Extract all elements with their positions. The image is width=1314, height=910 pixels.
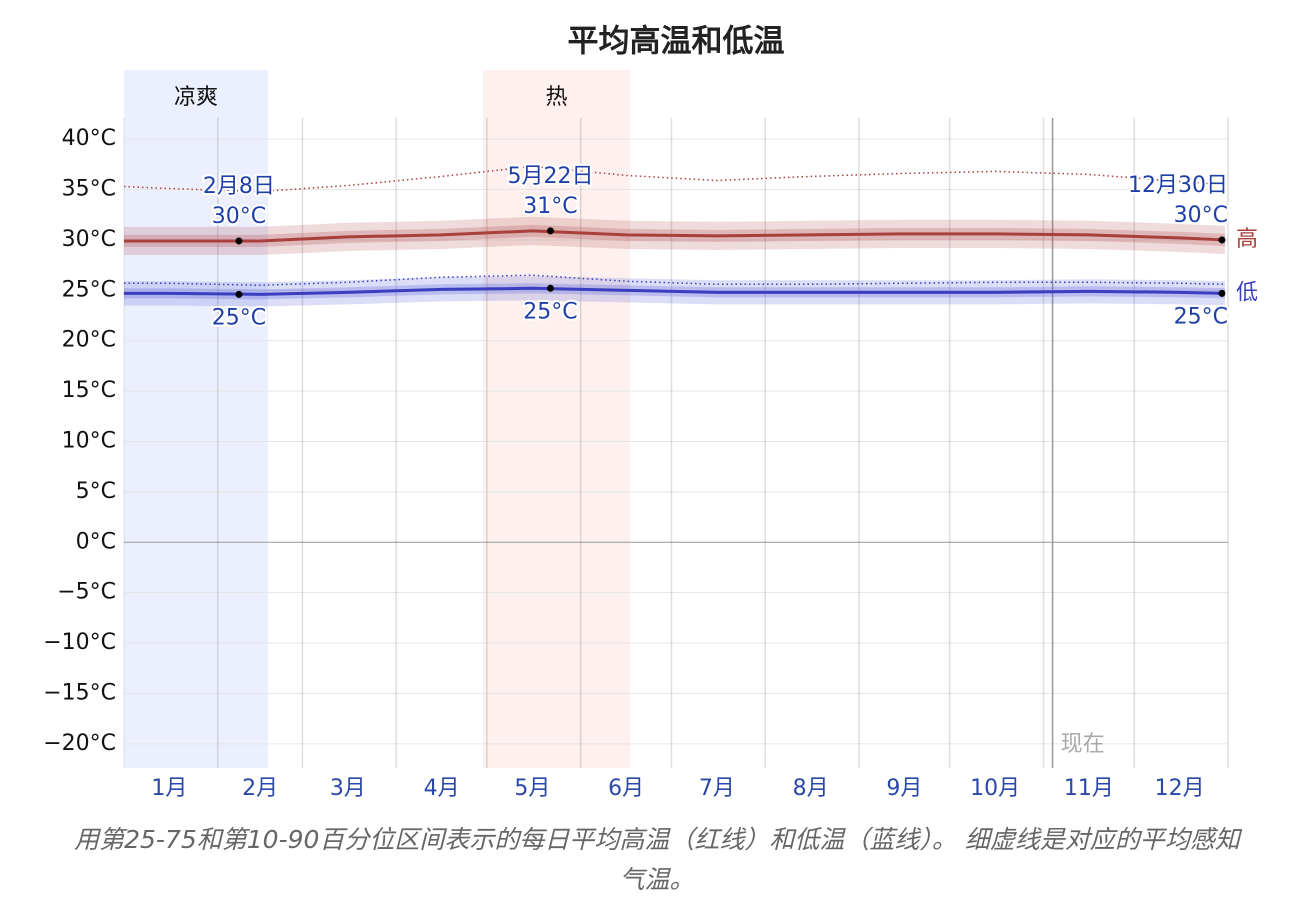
x-tick-label: 3月 [330,776,366,801]
chart-title: 平均高温和低温 [568,24,785,60]
y-tick-label: −10°C [43,630,116,655]
y-tick-label: −15°C [43,680,116,705]
x-tick-label: 9月 [886,776,922,801]
annotation-high: 30°C [212,204,266,229]
x-tick-label: 6月 [608,776,644,801]
annotation-date: 12月30日 [1128,173,1228,198]
x-tick-label: 1月 [151,776,187,801]
annotation-date: 2月8日 [203,174,275,199]
annotation-low: 25°C [523,299,577,324]
annotation-low: 25°C [212,305,266,330]
low-point [235,290,243,298]
x-tick-label: 8月 [793,776,829,801]
series-line [124,229,1226,243]
y-tick-label: 30°C [62,227,116,252]
series-label: 高 [1236,227,1258,252]
low-point [546,284,554,292]
season-label: 凉爽 [174,85,218,110]
now-label: 现在 [1061,732,1105,757]
high-point [1218,236,1226,244]
annotation-low: 25°C [1174,304,1228,329]
x-tick-label: 2月 [242,776,278,801]
feels-like-line [124,274,1225,287]
high-point [546,227,554,235]
y-tick-label: 25°C [62,277,116,302]
y-tick-label: 5°C [76,479,116,504]
y-tick-label: −5°C [57,580,116,605]
y-tick-label: −20°C [43,731,116,756]
high-point [235,237,243,245]
x-tick-label: 7月 [699,776,735,801]
x-tick-label: 11月 [1064,776,1114,801]
series-line [124,286,1226,296]
x-tick-label: 4月 [424,776,460,801]
y-tick-label: 40°C [62,126,116,151]
x-tick-label: 5月 [514,776,550,801]
y-tick-label: 15°C [62,378,116,403]
annotation-date: 5月22日 [507,164,593,189]
y-tick-label: 0°C [76,529,116,554]
y-tick-label: 35°C [62,177,116,202]
x-tick-label: 10月 [970,776,1020,801]
annotation-high: 30°C [1174,203,1228,228]
annotation-high: 31°C [523,194,577,219]
low-point [1218,289,1226,297]
feels-like-line [123,165,1226,193]
y-tick-label: 10°C [62,428,116,453]
season-label: 热 [546,85,568,110]
series-label: 低 [1236,280,1258,305]
x-tick-label: 12月 [1155,776,1205,801]
y-tick-label: 20°C [62,328,116,353]
season-band [483,70,631,768]
season-band [124,70,268,768]
caption: 用第25-75和第10-90百分位区间表示的每日平均高温（红线）和低温（蓝线）。… [74,825,1240,894]
chart: 平均高温和低温 凉爽 热 40°C 35°C 30°C 25°C 20°C 15°C 10°C 5… [43,24,1258,802]
